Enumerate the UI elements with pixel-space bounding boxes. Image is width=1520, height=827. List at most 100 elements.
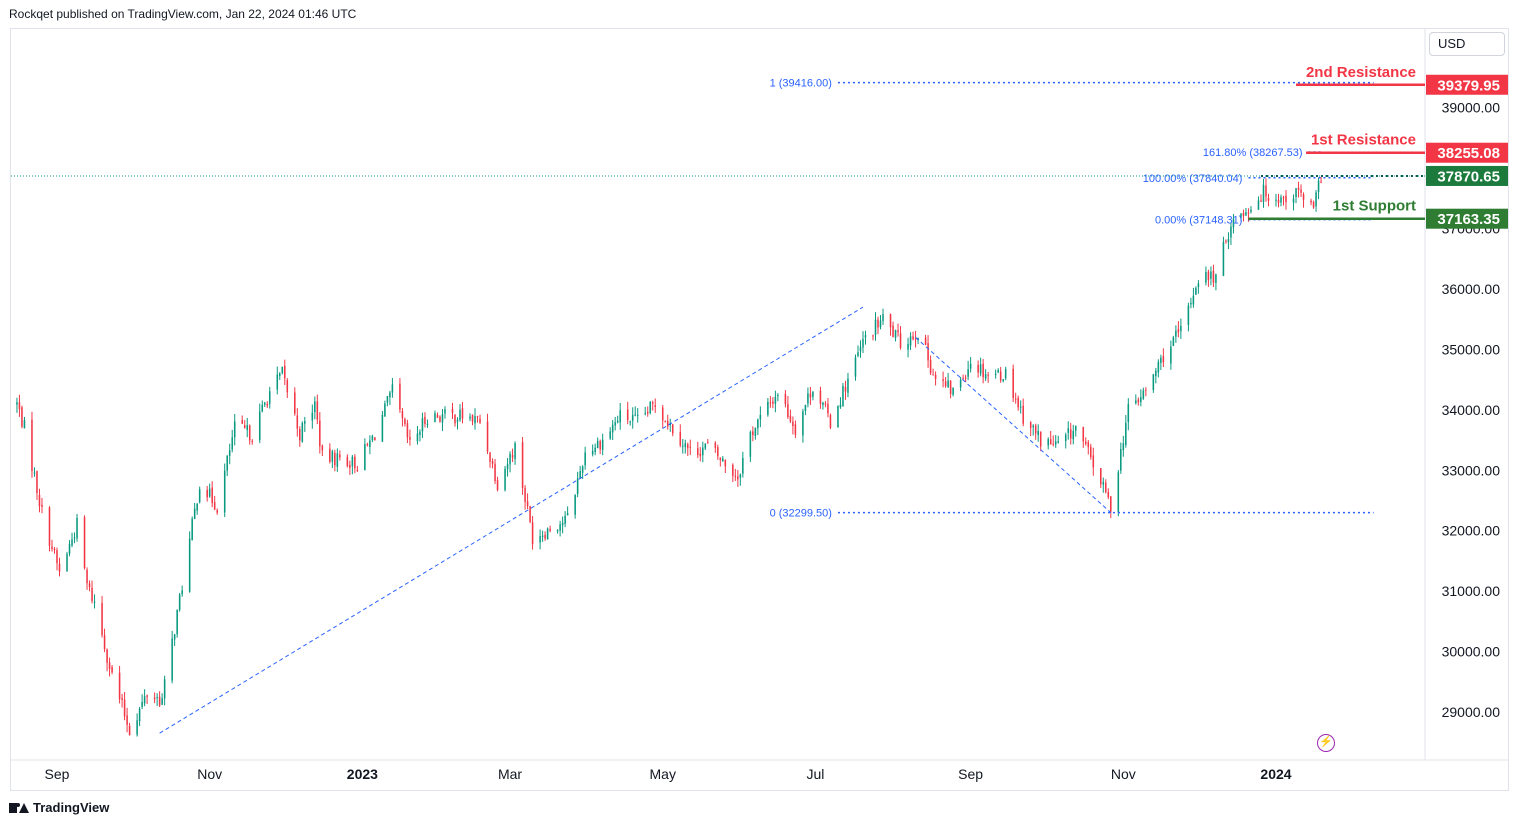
candle <box>514 443 516 460</box>
candle <box>1222 242 1225 276</box>
candle <box>233 421 236 438</box>
candle <box>827 403 829 414</box>
y-tick-label: 29000.00 <box>1442 704 1501 720</box>
candle <box>1170 346 1172 364</box>
candle <box>284 365 286 379</box>
candle <box>21 407 23 427</box>
candle <box>539 536 541 543</box>
candle <box>1017 397 1019 408</box>
candle <box>71 539 73 546</box>
candle <box>997 369 999 373</box>
candle <box>899 333 902 348</box>
candle <box>614 422 616 426</box>
candle <box>1082 426 1085 442</box>
candle <box>862 338 864 348</box>
x-tick-label: May <box>650 766 676 782</box>
candle <box>819 390 822 404</box>
y-tick-label: 33000.00 <box>1442 462 1501 478</box>
candle <box>929 359 932 374</box>
candle <box>1140 397 1142 403</box>
candle <box>424 416 426 424</box>
candle <box>829 414 832 428</box>
candle <box>664 421 667 423</box>
candle <box>1032 425 1034 428</box>
y-tick-label: 31000.00 <box>1442 583 1501 599</box>
fib-level-label: 100.00% (37840.04) <box>1143 173 1243 185</box>
candle <box>496 480 499 491</box>
candle <box>419 431 421 435</box>
candle <box>126 715 128 725</box>
candle <box>88 583 91 587</box>
candle <box>859 347 862 352</box>
candle <box>719 457 722 460</box>
candle <box>714 442 717 448</box>
candle <box>456 419 459 422</box>
y-tick-label: 35000.00 <box>1442 341 1501 357</box>
candle <box>304 421 306 424</box>
candle <box>486 421 489 452</box>
candle <box>526 501 529 506</box>
tradingview-logo-icon <box>9 801 29 815</box>
candle <box>1074 425 1077 431</box>
candle <box>717 447 719 457</box>
candle <box>66 553 68 572</box>
candle <box>644 413 646 415</box>
candle <box>216 510 218 513</box>
candle <box>476 416 479 418</box>
chart-frame <box>10 28 1509 791</box>
candle <box>1145 389 1147 391</box>
currency-selector[interactable]: USD <box>1429 32 1505 56</box>
candle <box>757 419 759 429</box>
candle <box>301 422 304 442</box>
flash-icon[interactable]: ⚡ <box>1317 734 1335 752</box>
candle <box>334 452 336 466</box>
candle <box>339 454 341 458</box>
candle <box>511 455 514 458</box>
candle <box>228 450 231 456</box>
tradingview-logo[interactable]: TradingView <box>9 800 109 815</box>
candle <box>364 444 366 470</box>
candle <box>509 453 511 465</box>
candle <box>892 325 894 337</box>
candle <box>962 378 964 380</box>
candle <box>742 457 744 474</box>
candle <box>111 667 113 673</box>
candle <box>103 635 106 650</box>
candle <box>809 393 812 398</box>
candle <box>812 391 814 397</box>
candle <box>636 414 639 416</box>
candle <box>626 409 629 421</box>
candle <box>666 420 669 427</box>
candle <box>1282 197 1285 199</box>
candle <box>559 524 561 531</box>
candle <box>1089 446 1092 458</box>
candle <box>611 424 614 433</box>
candle <box>281 366 284 373</box>
candle <box>1245 212 1247 216</box>
candle <box>1064 434 1067 441</box>
candle <box>1054 441 1057 445</box>
candle <box>286 379 289 393</box>
candle <box>1047 439 1049 446</box>
candle <box>1157 361 1160 373</box>
candle <box>749 432 752 457</box>
candle <box>18 402 21 410</box>
candle <box>76 517 78 539</box>
candle <box>671 424 674 434</box>
x-tick-label: Nov <box>197 766 222 782</box>
candle <box>389 392 391 398</box>
candle <box>56 550 58 564</box>
candle <box>1230 226 1232 238</box>
candle <box>354 456 356 469</box>
candle <box>469 416 471 419</box>
candle <box>646 411 649 414</box>
candle <box>1014 398 1017 400</box>
candle <box>967 369 969 377</box>
candle <box>1137 399 1140 403</box>
candle <box>944 381 947 387</box>
candle <box>248 425 251 441</box>
candle <box>181 590 183 595</box>
candle <box>932 374 934 376</box>
candle <box>454 414 456 424</box>
